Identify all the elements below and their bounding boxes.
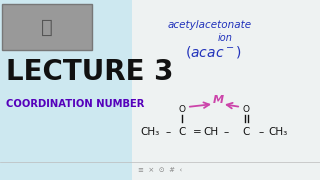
Text: CH: CH bbox=[204, 127, 219, 137]
Text: –: – bbox=[223, 127, 228, 137]
Text: O: O bbox=[243, 105, 250, 114]
Text: ion: ion bbox=[218, 33, 232, 43]
Text: CH₃: CH₃ bbox=[268, 127, 288, 137]
Text: C: C bbox=[242, 127, 250, 137]
Text: M: M bbox=[212, 95, 224, 105]
Text: O: O bbox=[179, 105, 186, 114]
Text: 👤: 👤 bbox=[41, 17, 53, 37]
Text: –: – bbox=[258, 127, 264, 137]
Text: –: – bbox=[165, 127, 171, 137]
Text: LECTURE 3: LECTURE 3 bbox=[6, 58, 174, 86]
Text: COORDINATION NUMBER: COORDINATION NUMBER bbox=[6, 99, 145, 109]
Text: CH₃: CH₃ bbox=[140, 127, 160, 137]
Text: $(acac^-)$: $(acac^-)$ bbox=[185, 44, 241, 60]
FancyBboxPatch shape bbox=[130, 0, 320, 180]
Text: C: C bbox=[178, 127, 186, 137]
Text: =: = bbox=[193, 127, 201, 137]
Text: acetylacetonate: acetylacetonate bbox=[168, 20, 252, 30]
FancyBboxPatch shape bbox=[0, 0, 132, 180]
Text: ≡  ×  ⊙  #  ‹: ≡ × ⊙ # ‹ bbox=[138, 167, 182, 173]
FancyBboxPatch shape bbox=[2, 4, 92, 50]
